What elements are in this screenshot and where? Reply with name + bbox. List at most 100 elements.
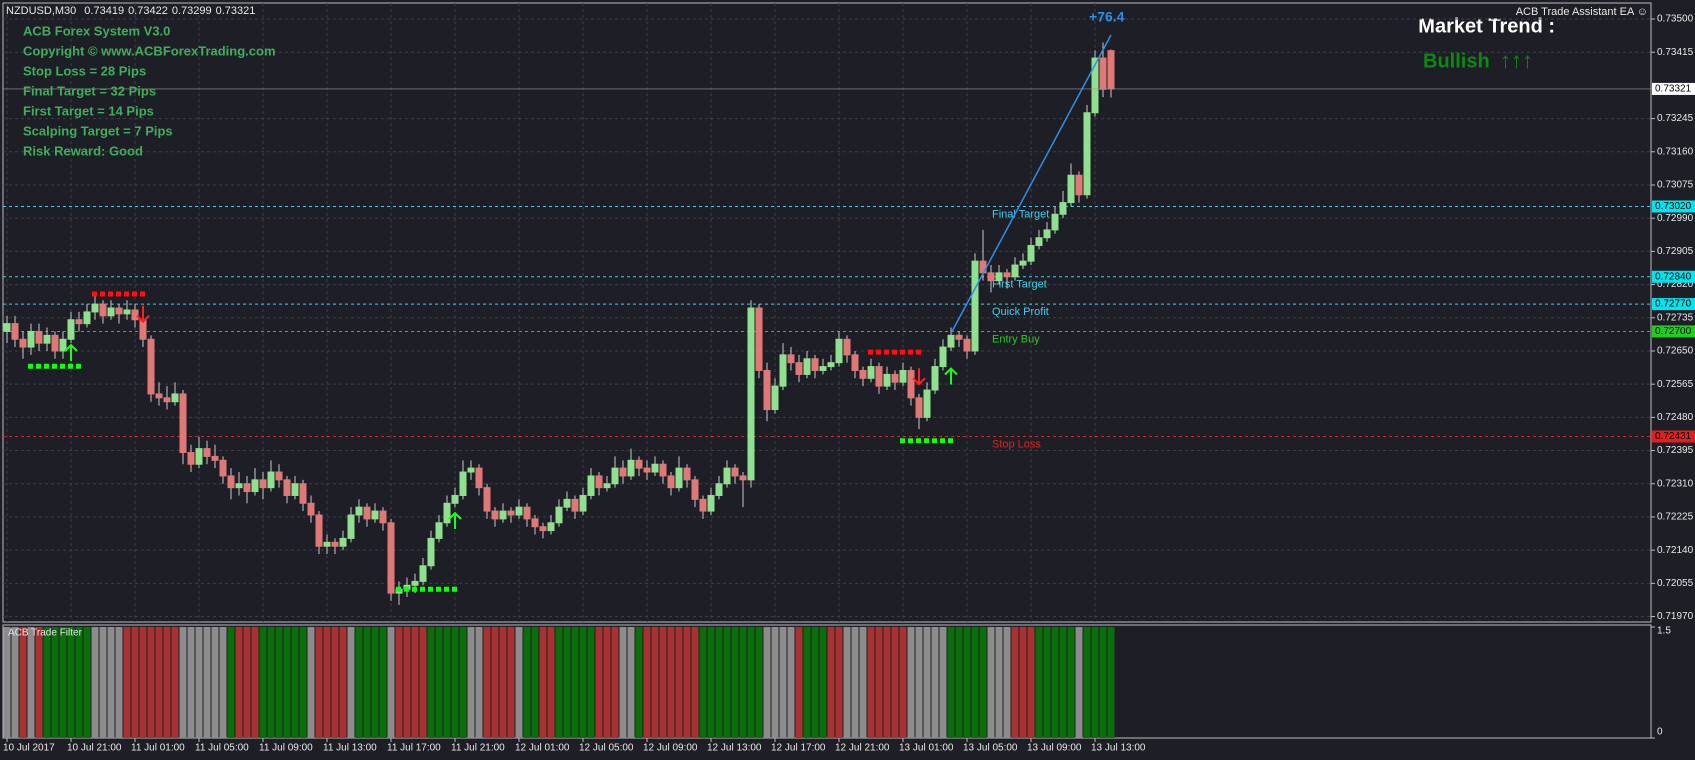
filter-bar [563,627,571,738]
filter-bar [19,627,27,738]
candle-body [115,307,123,315]
candle-body [443,502,451,524]
filter-bar [595,627,603,738]
filter-bar [235,627,243,738]
candle-body [739,475,747,481]
ea-label: ACB Trade Assistant EA ☺ [1516,6,1648,18]
filter-bar [131,627,139,738]
filter-bar [1043,627,1051,738]
filter-bar [483,627,491,738]
filter-bar [147,627,155,738]
candle-body [459,471,467,496]
candle-body [571,498,579,512]
filter-bar [763,627,771,738]
candle-body [1067,174,1075,204]
candle-body [691,479,699,500]
candle-body [563,498,571,508]
level-name: First Target [992,279,1047,291]
x-tick-label: 12 Jul 13:00 [707,743,762,754]
filter-bar [443,627,451,738]
filter-bar [1107,627,1115,738]
filter-bar [859,627,867,738]
filter-bar [115,627,123,738]
filter-bar [1067,627,1075,738]
x-tick-label: 11 Jul 13:00 [323,743,377,754]
trend-line [950,34,1112,334]
candle-body [875,366,883,387]
filter-bar [283,627,291,738]
candle-body [939,346,947,368]
y-tick-label: 0.72565 [1657,379,1694,390]
info-line: Stop Loss = 28 Pips [23,63,146,78]
filter-bar [683,627,691,738]
filter-bar [715,627,723,738]
candle-body [859,369,867,379]
filter-bar [203,627,211,738]
level-price-box [1652,325,1695,338]
candle-body [731,467,739,477]
filter-bar [947,627,955,738]
market-trend-label: Market Trend : [1418,15,1555,37]
y-tick-label: 0.73160 [1657,146,1694,157]
y-tick-label: 0.72310 [1657,478,1694,489]
candle-body [451,494,459,504]
filter-bar [291,627,299,738]
filter-bar [403,627,411,738]
candle-body [91,303,99,313]
candle-body [379,510,387,524]
candle-body [883,373,891,387]
signal-arrow [944,367,958,385]
filter-bar [315,627,323,738]
candle-body [539,526,547,532]
filter-bar [51,627,59,738]
y-tick-label: 0.72395 [1657,445,1694,456]
filter-bar [1083,627,1091,738]
x-tick-label: 12 Jul 17:00 [771,743,826,754]
current-price-box [1652,82,1695,95]
filter-bar [899,627,907,738]
candle-body [747,307,755,481]
candle-body [347,514,355,539]
candle-body [619,467,627,477]
filter-bar [611,627,619,738]
filter-bar [323,627,331,738]
candle-body [723,467,731,485]
y-tick-label: 0.72225 [1657,512,1694,523]
level-name: Entry Buy [992,333,1040,345]
candle-body [387,522,395,594]
filter-bar [427,627,435,738]
candle-body [915,397,923,418]
candle-body [547,522,555,532]
filter-bar [747,627,755,738]
filter-bar [1027,627,1035,738]
filter-bar [179,627,187,738]
filter-bar [755,627,763,738]
candle-body [155,393,163,399]
candle-body [1003,272,1011,278]
level-price-label: 0.73020 [1655,201,1692,212]
candle-body [715,483,723,496]
ohlc-value: 0.73419 [84,5,124,17]
candle-body [931,366,939,391]
filter-bar [1059,627,1067,738]
filter-bar [123,627,131,738]
candle-body [59,338,67,352]
x-tick-label: 12 Jul 05:00 [579,743,634,754]
filter-bar [531,627,539,738]
filter-bar [227,627,235,738]
filter-bar [507,627,515,738]
x-tick-label: 10 Jul 21:00 [67,743,122,754]
candle-body [523,506,531,520]
filter-bar [635,627,643,738]
filter-title: ACB Trade Filter [8,628,83,639]
candle-body [163,397,171,403]
candle-body [851,354,859,371]
filter-bar [259,627,267,738]
candle-body [51,334,59,352]
filter-bar [1099,627,1107,738]
filter-bar [163,627,171,738]
filter-bar [675,627,683,738]
filter-bar [195,627,203,738]
filter-bar [979,627,987,738]
